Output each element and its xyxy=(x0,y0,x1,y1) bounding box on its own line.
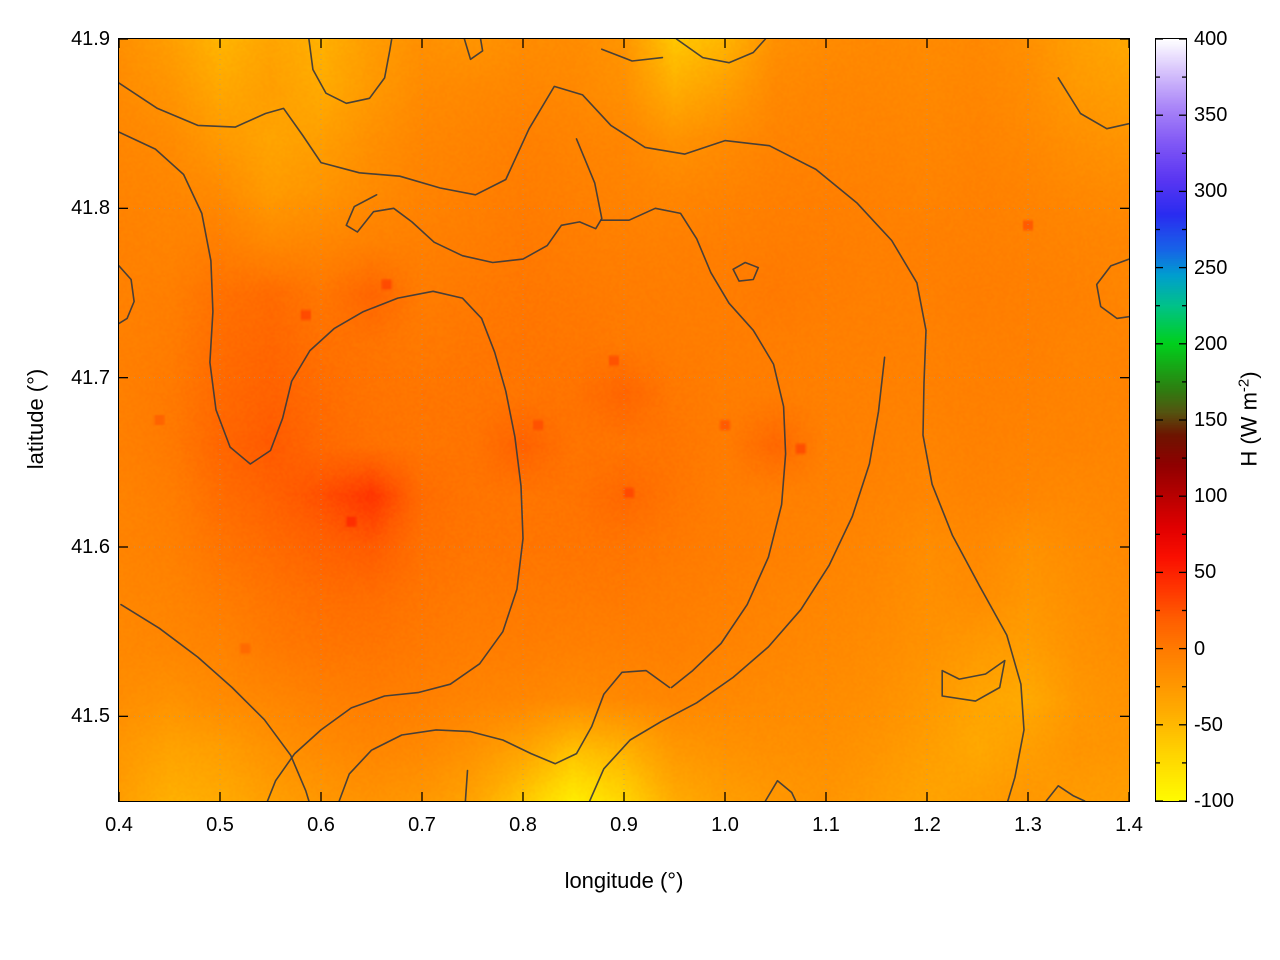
contour-line xyxy=(732,261,760,282)
x-tick-label: 0.4 xyxy=(105,814,133,836)
colorbar-tick-label: 100 xyxy=(1194,485,1228,508)
contour-line xyxy=(1095,258,1129,320)
y-tick-label: 41.8 xyxy=(71,197,110,220)
plot-area xyxy=(118,38,1130,802)
contour-line xyxy=(119,131,524,801)
x-tick-label: 1.1 xyxy=(812,814,840,836)
y-tick-label: 41.5 xyxy=(71,705,110,728)
x-tick-label: 1.3 xyxy=(1014,814,1042,836)
contour-line xyxy=(588,356,886,801)
contour-line xyxy=(675,39,767,64)
colorbar-tick-label: 50 xyxy=(1194,561,1217,584)
contour-line xyxy=(1057,77,1129,130)
colorbar-label-text: H (W m xyxy=(1236,392,1262,467)
x-tick-label: 0.5 xyxy=(206,814,234,836)
contour-line xyxy=(600,48,664,62)
colorbar-tick-label: 0 xyxy=(1194,637,1206,660)
x-tick-label: 1.4 xyxy=(1115,814,1143,836)
colorbar-label: H (W m-2) xyxy=(1235,371,1262,466)
contour-line xyxy=(1045,784,1086,801)
x-tick-label: 0.6 xyxy=(307,814,335,836)
colorbar-label-superscript: -2 xyxy=(1235,378,1253,393)
colorbar-ticks-overlay xyxy=(1156,39,1186,801)
contour-line xyxy=(941,659,1006,702)
colorbar-tick-label: 300 xyxy=(1194,180,1228,203)
x-tick-label: 1.0 xyxy=(711,814,739,836)
contour-overlay xyxy=(119,39,1129,801)
colorbar-tick-label: 150 xyxy=(1194,409,1228,431)
colorbar-tick-label: 350 xyxy=(1194,104,1228,127)
y-tick-label: 41.6 xyxy=(71,536,110,558)
contour-line xyxy=(119,82,1025,801)
contour-line xyxy=(599,207,787,689)
contour-line xyxy=(338,669,671,801)
colorbar-tick-label: 250 xyxy=(1194,256,1228,279)
contour-line xyxy=(120,603,310,801)
contour-line xyxy=(119,265,135,325)
contour-line xyxy=(764,779,797,801)
x-tick-label: 0.8 xyxy=(509,814,537,836)
colorbar-tick-label: -100 xyxy=(1194,790,1235,812)
contour-line xyxy=(308,39,393,105)
x-tick-label: 0.9 xyxy=(610,814,638,836)
contour-line xyxy=(463,39,484,61)
x-tick-label: 1.2 xyxy=(913,814,941,836)
contour-lines xyxy=(119,39,1129,801)
colorbar-tick-label: 400 xyxy=(1194,28,1228,50)
y-tick-label: 41.9 xyxy=(71,28,110,50)
y-tick-label: 41.7 xyxy=(71,366,110,389)
colorbar-tick-label: -50 xyxy=(1194,713,1223,736)
contour-line xyxy=(464,769,469,801)
colorbar-tick-label: 200 xyxy=(1194,332,1228,355)
contour-line xyxy=(345,138,603,264)
colorbar xyxy=(1155,38,1187,802)
x-axis-label: longitude (°) xyxy=(564,868,684,893)
x-tick-label: 0.7 xyxy=(408,814,436,836)
colorbar-label-suffix: ) xyxy=(1236,371,1262,379)
